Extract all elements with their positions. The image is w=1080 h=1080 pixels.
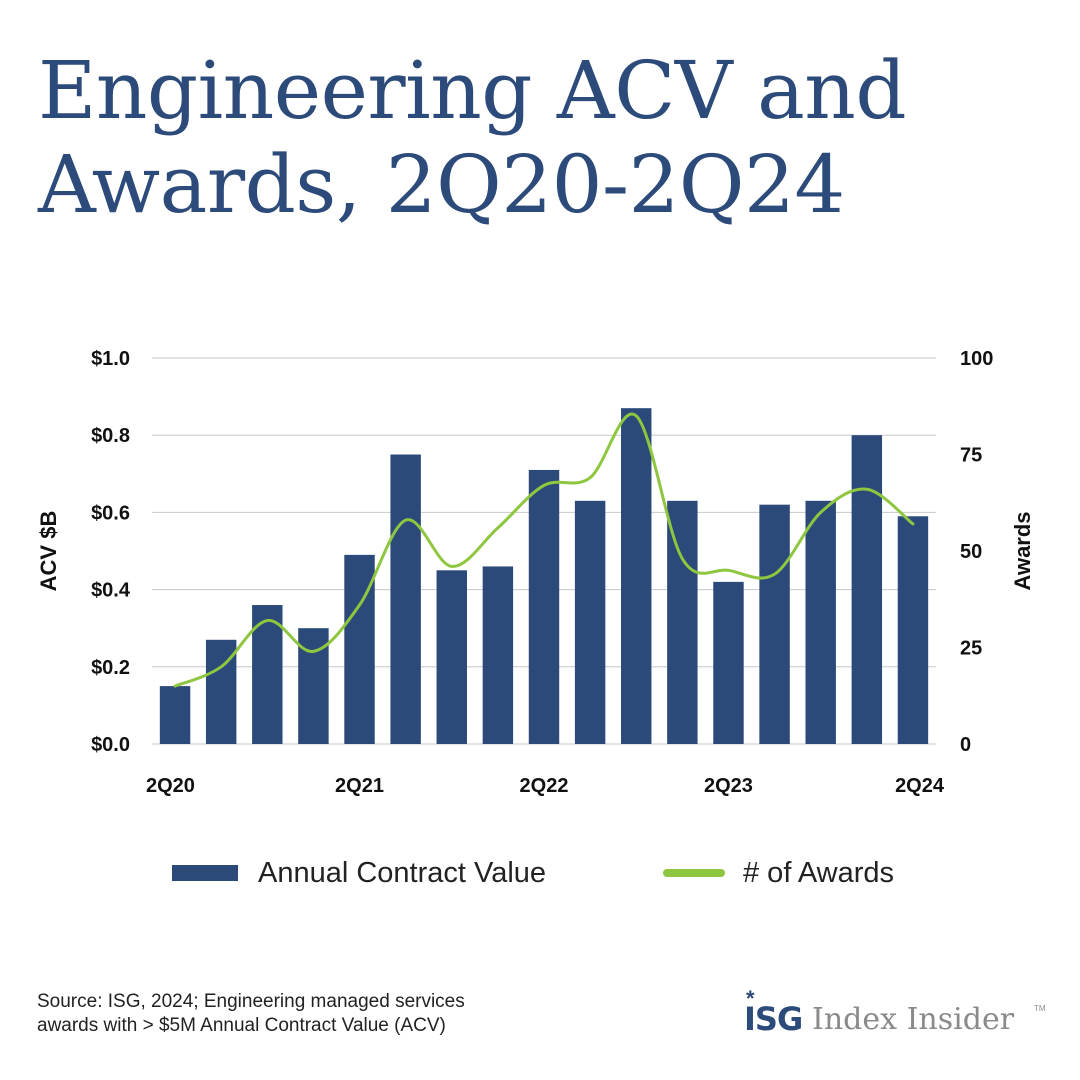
acv-bar [805,500,836,744]
y2-axis-title: Awards [1010,511,1035,590]
awards-line [173,412,915,688]
y-axis-title: ACV $B [36,511,61,592]
legend-item-awards: # of Awards [663,848,894,898]
brand-index-insider: Index Insider [812,1002,1015,1037]
acv-bar [390,454,421,744]
title-line-1: Engineering ACV and [38,44,907,137]
y-tick-label: $1.0 [91,348,130,370]
acv-bar [159,686,191,744]
x-tick-label: 2Q24 [895,775,945,797]
source-line-2: awards with > $5M Annual Contract Value … [37,1015,446,1036]
acv-awards-chart: $0.0 $0.2 $0.4 $0.6 $0.8 $1.0 0 25 50 75 100 2Q20 2Q… [36,348,1035,797]
acv-bar [759,504,790,744]
acv-bar [574,500,606,744]
y-tick-label: $0.0 [91,734,130,756]
legend-label-acv: Annual Contract Value [258,856,547,889]
legend-label-awards: # of Awards [743,856,895,889]
x-tick-label: 2Q21 [335,775,384,797]
x-tick-label: 2Q22 [520,775,569,797]
acv-bar [436,570,467,744]
y2-tick-label: 75 [960,445,982,467]
y2-tick-label: 0 [960,734,971,756]
title-line-2: Awards, 2Q20-2Q24 [38,138,845,231]
axes: $0.0 $0.2 $0.4 $0.6 $0.8 $1.0 0 25 50 75 100 2Q20 2Q… [36,348,1035,797]
acv-bar [667,500,698,744]
x-tick-label: 2Q23 [704,775,753,797]
acv-bar [252,605,283,744]
y2-tick-label: 100 [960,348,993,370]
y2-tick-label: 25 [960,638,982,660]
acv-bar [897,516,929,744]
chart-legend: Annual Contract Value # of Awards [0,848,1080,898]
isg-index-insider-logo: * ISG Index Insider TM [744,986,1054,1040]
y-tick-label: $0.4 [91,580,131,602]
y-tick-label: $0.8 [91,425,130,447]
x-tick-label: 2Q20 [146,775,195,797]
legend-item-acv: Annual Contract Value [172,848,546,898]
awards-line-layer [173,412,915,688]
y-tick-label: $0.6 [91,502,130,524]
y-tick-label: $0.2 [91,657,130,679]
acv-bar [851,435,883,744]
source-note: Source: ISG, 2024; Engineering managed s… [37,990,597,1038]
legend-bar-swatch [172,865,238,881]
acv-bar [528,469,560,744]
acv-bar [621,408,652,744]
asterisk-icon: * [746,986,755,1011]
y2-tick-label: 50 [960,541,982,563]
acv-bar [482,566,514,744]
source-line-1: Source: ISG, 2024; Engineering managed s… [37,991,465,1012]
page-title: Engineering ACV and Awards, 2Q20-2Q24 [38,44,1048,232]
legend-line-swatch [663,869,725,877]
brand-trademark: TM [1034,1004,1046,1013]
acv-bars [159,408,929,744]
brand-isg-wordmark: ISG [744,1000,803,1038]
acv-bar [713,581,744,744]
